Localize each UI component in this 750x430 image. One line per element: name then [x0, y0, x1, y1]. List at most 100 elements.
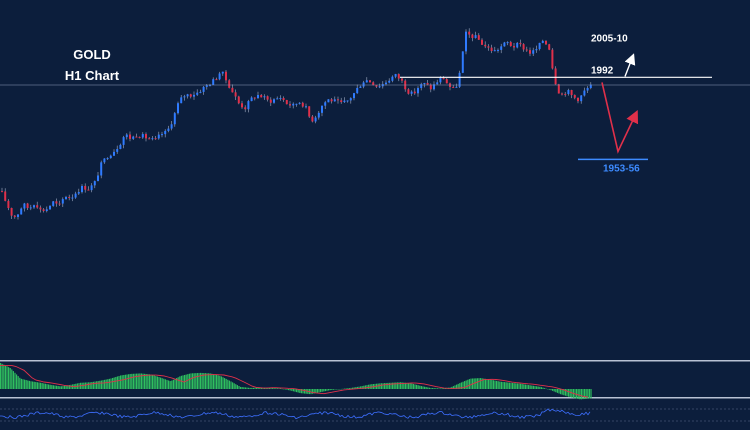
macd-bar — [532, 385, 534, 389]
candle-body — [301, 102, 304, 107]
macd-bar — [457, 383, 459, 389]
macd-bar — [561, 389, 563, 395]
macd-bar — [523, 384, 525, 389]
candle-body — [516, 42, 519, 48]
macd-bar — [585, 389, 587, 399]
macd-bar — [257, 387, 259, 389]
macd-bar — [294, 389, 296, 392]
macd-bar — [235, 384, 237, 389]
macd-bar — [430, 387, 432, 389]
candle-body — [129, 134, 131, 139]
candle-body — [353, 93, 355, 99]
macd-bar — [576, 389, 578, 399]
macd-bar — [316, 389, 318, 393]
macd-bar — [460, 382, 462, 389]
candle-body — [196, 92, 199, 95]
macd-bar — [214, 374, 216, 389]
macd-bar — [192, 373, 194, 389]
macd-bar — [6, 366, 8, 389]
candle-body — [292, 103, 295, 106]
macd-bar — [456, 384, 458, 389]
candle-body — [103, 158, 106, 163]
macd-bar — [537, 386, 539, 389]
candle-body — [23, 203, 26, 209]
macd-bar — [116, 376, 118, 389]
macd-bar — [17, 376, 19, 389]
macd-bar — [500, 381, 502, 389]
macd-bar — [259, 387, 261, 389]
candle-body — [189, 94, 192, 97]
macd-pane-top-border — [0, 360, 750, 362]
candle-body — [356, 87, 359, 94]
macd-bar — [401, 382, 403, 389]
macd-bar — [164, 379, 166, 389]
macd-bar — [3, 364, 5, 389]
candle-body — [84, 185, 87, 190]
candle-body — [532, 50, 535, 54]
macd-bar — [510, 382, 512, 389]
macd-bar — [411, 383, 413, 389]
candle-body — [90, 185, 93, 191]
candle-body — [580, 95, 583, 102]
candle-body — [541, 40, 544, 43]
candle-body — [113, 151, 115, 156]
macd-bar — [238, 386, 240, 389]
macd-bar — [588, 389, 590, 399]
macd-bar — [219, 375, 221, 389]
macd-bar — [148, 374, 150, 389]
macd-bar — [158, 377, 160, 389]
candle-body — [7, 200, 10, 208]
candle-body — [93, 181, 96, 186]
candle-body — [289, 104, 291, 106]
macd-bar — [504, 382, 506, 389]
macd-bar — [216, 374, 218, 389]
macd-bar — [481, 378, 483, 389]
macd-bar — [180, 375, 182, 389]
macd-bar — [486, 379, 488, 389]
candle-body — [522, 44, 525, 50]
macd-bar — [428, 387, 430, 389]
macd-bar — [94, 381, 96, 389]
macd-bar — [201, 372, 203, 389]
candle-body — [545, 40, 547, 45]
candle-body — [317, 112, 320, 118]
macd-bar — [387, 382, 389, 389]
macd-bar — [140, 373, 142, 389]
candle-body — [401, 78, 403, 81]
candle-body — [39, 207, 42, 210]
macd-bar — [566, 389, 568, 397]
macd-bar — [35, 382, 37, 389]
macd-bar — [124, 374, 126, 389]
candle-body — [465, 31, 467, 52]
candle-body — [564, 93, 567, 95]
macd-bar — [353, 387, 355, 389]
candle-body — [340, 100, 343, 103]
macd-bar — [459, 383, 461, 389]
candle-body — [273, 99, 275, 103]
candle-body — [81, 185, 83, 193]
candle-body — [100, 162, 103, 176]
macd-bar — [404, 382, 406, 389]
macd-bar — [19, 377, 21, 389]
macd-bar — [232, 382, 234, 389]
macd-bar — [332, 389, 334, 390]
macd-bar — [291, 389, 293, 391]
macd-bar — [275, 388, 277, 389]
macd-bar — [312, 389, 314, 394]
chart-subtitle: H1 Chart — [65, 68, 120, 83]
macd-bar — [489, 379, 491, 389]
candle-body — [570, 90, 573, 96]
macd-bar — [465, 380, 467, 389]
candle-body — [525, 49, 528, 51]
macd-bar — [347, 388, 349, 389]
macd-bar — [8, 367, 10, 389]
candle-body — [58, 203, 61, 205]
macd-bar — [134, 373, 136, 389]
macd-bar — [248, 387, 250, 389]
macd-bar — [150, 374, 152, 389]
candle-body — [68, 196, 71, 198]
macd-bar — [526, 384, 528, 389]
candle-body — [567, 90, 570, 95]
macd-bar — [292, 389, 294, 392]
candle-body — [202, 86, 205, 92]
